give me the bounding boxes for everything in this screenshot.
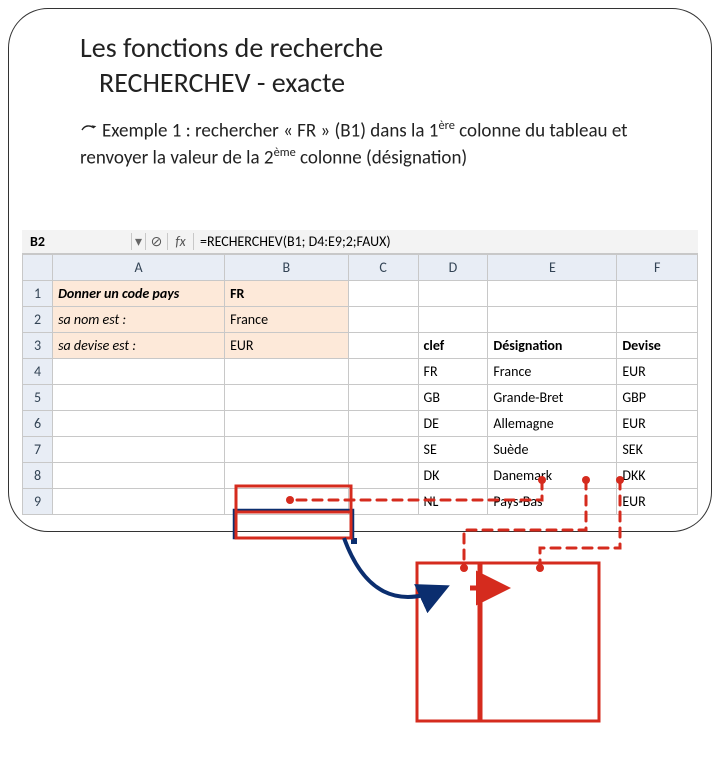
bullet-text-3: colonne (désignation) <box>300 146 467 169</box>
row-header[interactable]: 1 <box>23 281 53 307</box>
cell[interactable] <box>53 359 225 385</box>
title-line2: RECHERCHEV - exacte <box>99 65 345 100</box>
cell[interactable] <box>348 359 418 385</box>
cell[interactable]: EUR <box>225 333 349 359</box>
cell[interactable] <box>418 307 488 333</box>
cell[interactable]: Suède <box>488 437 617 463</box>
cell[interactable]: Danemark <box>488 463 617 489</box>
cell[interactable]: FR <box>418 359 488 385</box>
row-header[interactable]: 8 <box>23 463 53 489</box>
cell[interactable] <box>488 281 617 307</box>
cell[interactable]: EUR <box>617 359 698 385</box>
cell[interactable]: FR <box>225 281 349 307</box>
cell[interactable]: EUR <box>617 411 698 437</box>
fx-icon[interactable]: fx <box>168 233 194 250</box>
cell[interactable] <box>225 385 349 411</box>
formula-bar: B2 ▾ ⊘ fx =RECHERCHEV(B1; D4:E9;2;FAUX) <box>22 230 698 254</box>
cell[interactable] <box>348 437 418 463</box>
column-header[interactable]: A <box>53 255 225 281</box>
column-header[interactable]: F <box>617 255 698 281</box>
corner-header[interactable] <box>23 255 53 281</box>
cell[interactable] <box>53 437 225 463</box>
row-header[interactable]: 5 <box>23 385 53 411</box>
cell[interactable] <box>348 385 418 411</box>
excel-mock: B2 ▾ ⊘ fx =RECHERCHEV(B1; D4:E9;2;FAUX) … <box>22 230 698 515</box>
row-header[interactable]: 4 <box>23 359 53 385</box>
fx-cancel-icon[interactable]: ⊘ <box>146 233 168 250</box>
cell[interactable] <box>53 385 225 411</box>
cell[interactable]: SE <box>418 437 488 463</box>
cell[interactable] <box>53 489 225 515</box>
bullet-paragraph: Exemple 1 : rechercher « FR » (B1) dans … <box>80 118 660 171</box>
cell[interactable] <box>225 463 349 489</box>
column-header[interactable]: B <box>225 255 349 281</box>
row-header[interactable]: 6 <box>23 411 53 437</box>
bullet-icon <box>80 119 98 145</box>
cell[interactable] <box>488 307 617 333</box>
row-header[interactable]: 3 <box>23 333 53 359</box>
cell[interactable] <box>225 489 349 515</box>
title-line1: Les fonctions de recherche <box>80 30 383 65</box>
formula-input[interactable]: =RECHERCHEV(B1; D4:E9;2;FAUX) <box>194 233 698 250</box>
cell[interactable] <box>348 411 418 437</box>
cell[interactable] <box>348 333 418 359</box>
cell[interactable]: GB <box>418 385 488 411</box>
cell[interactable] <box>225 437 349 463</box>
slide-content: Les fonctions de recherche RECHERCHEV - … <box>0 0 720 195</box>
cell[interactable]: France <box>225 307 349 333</box>
cell[interactable]: DE <box>418 411 488 437</box>
cell[interactable] <box>617 281 698 307</box>
cell[interactable]: Devise <box>617 333 698 359</box>
cell[interactable]: DKK <box>617 463 698 489</box>
cell[interactable]: sa devise est : <box>53 333 225 359</box>
cell[interactable] <box>617 307 698 333</box>
cell[interactable]: sa nom est : <box>53 307 225 333</box>
bullet-sup-1: ère <box>438 118 454 133</box>
column-header[interactable]: D <box>418 255 488 281</box>
cell[interactable] <box>348 463 418 489</box>
cell[interactable] <box>53 463 225 489</box>
bullet-sup-2: ème <box>274 145 296 160</box>
cell[interactable] <box>225 411 349 437</box>
name-box[interactable]: B2 <box>22 233 132 250</box>
cell[interactable]: Grande-Bret <box>488 385 617 411</box>
cell[interactable] <box>418 281 488 307</box>
column-header[interactable]: C <box>348 255 418 281</box>
cell[interactable]: Désignation <box>488 333 617 359</box>
cell[interactable] <box>53 411 225 437</box>
cell[interactable]: France <box>488 359 617 385</box>
cell[interactable] <box>348 307 418 333</box>
cell[interactable] <box>348 281 418 307</box>
cell[interactable]: Allemagne <box>488 411 617 437</box>
cell[interactable]: NL <box>418 489 488 515</box>
row-header[interactable]: 7 <box>23 437 53 463</box>
cell[interactable]: Pays-Bas <box>488 489 617 515</box>
namebox-dropdown-icon[interactable]: ▾ <box>132 233 146 250</box>
row-header[interactable]: 2 <box>23 307 53 333</box>
spreadsheet-grid: ABCDEF 1Donner un code paysFR2sa nom est… <box>22 254 698 515</box>
cell[interactable]: Donner un code pays <box>53 281 225 307</box>
cell[interactable]: GBP <box>617 385 698 411</box>
bullet-text-1: Exemple 1 : rechercher « FR » (B1) dans … <box>102 119 438 142</box>
slide-title: Les fonctions de recherche RECHERCHEV - … <box>80 30 660 100</box>
cell[interactable]: EUR <box>617 489 698 515</box>
cell[interactable]: SEK <box>617 437 698 463</box>
cell[interactable] <box>348 489 418 515</box>
row-header[interactable]: 9 <box>23 489 53 515</box>
cell[interactable]: DK <box>418 463 488 489</box>
column-header[interactable]: E <box>488 255 617 281</box>
cell[interactable]: clef <box>418 333 488 359</box>
cell[interactable] <box>225 359 349 385</box>
